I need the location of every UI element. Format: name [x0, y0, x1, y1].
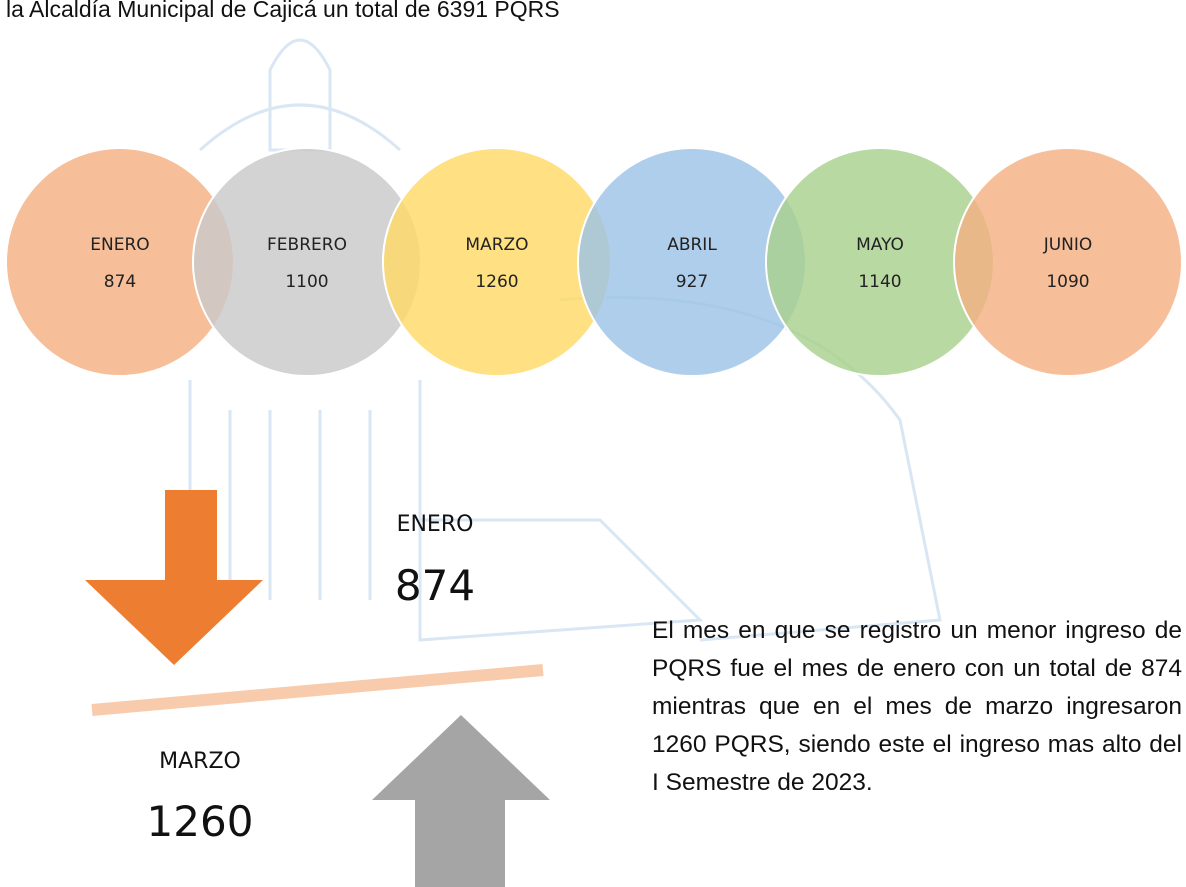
month-value: 927	[676, 272, 708, 292]
month-value: 874	[104, 272, 136, 292]
divider-line	[92, 670, 543, 710]
month-label: ABRIL	[667, 235, 717, 255]
month-label: MAYO	[856, 235, 904, 255]
highest-value: 1260	[147, 797, 254, 846]
month-label: JUNIO	[1043, 235, 1093, 255]
month-label: MARZO	[465, 235, 528, 255]
month-value: 1100	[285, 272, 328, 292]
month-label: ENERO	[90, 235, 149, 255]
month-value: 1260	[475, 272, 518, 292]
month-circle	[383, 148, 611, 376]
page: ENERO 874 FEBRERO 1100 MARZO 1260 ABRIL 927 MAYO…	[0, 0, 1186, 887]
lowest-label: ENERO	[397, 512, 474, 537]
lowest-value: 874	[395, 561, 475, 610]
month-label: FEBRERO	[267, 235, 347, 255]
highest-label: MARZO	[159, 749, 241, 774]
summary-paragraph: El mes en que se registro un menor ingre…	[652, 612, 1182, 802]
month-circles: ENERO 874 FEBRERO 1100 MARZO 1260 ABRIL 927 MAYO…	[6, 148, 1182, 376]
month-value: 1140	[858, 272, 901, 292]
down-arrow	[85, 490, 263, 665]
up-arrow	[372, 715, 550, 887]
header-text: la Alcaldía Municipal de Cajicá un total…	[6, 0, 560, 23]
month-value: 1090	[1046, 272, 1089, 292]
month-circle	[954, 148, 1182, 376]
